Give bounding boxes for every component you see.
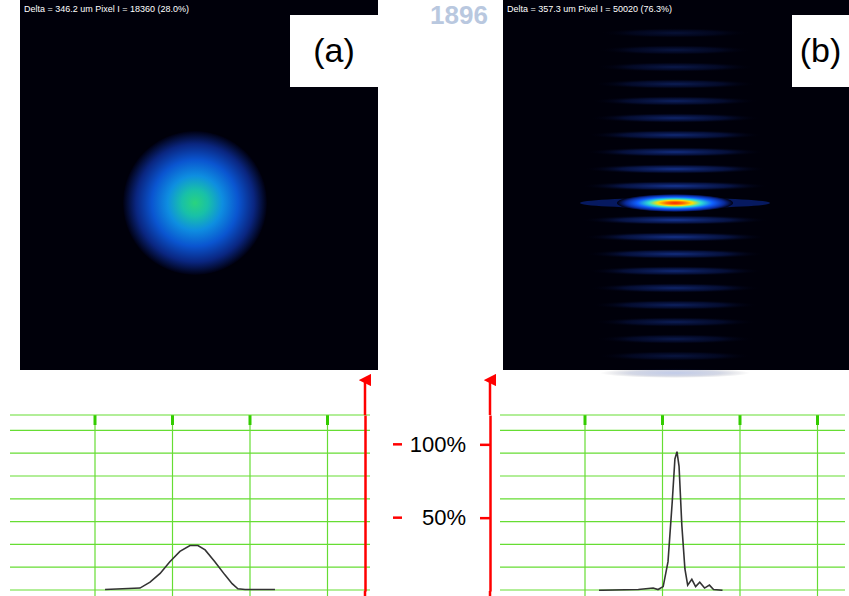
grid	[10, 415, 370, 596]
fringe	[592, 96, 758, 106]
y-tick-label: 100%	[410, 432, 466, 457]
grid-line	[739, 415, 740, 596]
grid-line	[249, 415, 250, 596]
grid-line	[500, 430, 845, 431]
grid	[500, 415, 845, 596]
axis-arrow	[489, 380, 492, 415]
watermark: 1896	[430, 0, 488, 30]
y-tick-mark	[393, 516, 402, 519]
camera-image	[503, 0, 849, 370]
grid-tick	[171, 415, 174, 425]
fringe	[582, 181, 768, 191]
plot-background	[500, 415, 845, 596]
plot-marks	[105, 546, 275, 590]
fringe	[586, 249, 764, 259]
grid-line	[10, 589, 370, 590]
grid-line	[500, 475, 845, 476]
fringe	[600, 368, 750, 378]
fringe	[594, 317, 756, 327]
grid-line	[10, 521, 370, 522]
grid-line	[500, 521, 845, 522]
label-box	[290, 15, 378, 87]
fringe	[588, 130, 762, 140]
y-tick-label: 50%	[422, 505, 466, 530]
fringe	[588, 266, 762, 276]
grid-tick	[326, 415, 329, 425]
y-tick-mark	[480, 444, 490, 447]
image-header: Delta = 357.3 um Pixel I = 50020 (76.3%)	[507, 4, 672, 14]
plot-background	[10, 415, 370, 596]
grid-line	[500, 589, 845, 590]
plot-marks	[599, 452, 723, 591]
profile-line	[599, 452, 723, 591]
y-axis-line	[364, 416, 367, 592]
grid-line	[500, 453, 845, 454]
figure: 1896 Delta = 346.2 um Pixel I = 18360 (28…	[0, 0, 849, 596]
grid-line	[10, 453, 370, 454]
fringe	[596, 334, 754, 344]
fringe	[592, 300, 758, 310]
axis-line-extension	[489, 591, 492, 596]
fringe	[598, 351, 752, 361]
panel-label: (a)	[313, 31, 355, 69]
image-header: Delta = 346.2 um Pixel I = 18360 (28.0%)	[24, 4, 189, 14]
fringe	[586, 147, 764, 157]
grid-line	[500, 567, 845, 568]
fringe	[596, 62, 754, 72]
panel: Delta = 357.3 um Pixel I = 50020 (76.3%)…	[500, 0, 849, 596]
grid-line	[500, 544, 845, 545]
grid-line	[584, 415, 585, 596]
label-box	[792, 15, 849, 87]
grid-line	[10, 414, 370, 415]
y-axis: 50% 100%	[410, 416, 491, 592]
fringe	[584, 232, 766, 242]
fringe	[584, 164, 766, 174]
grid-line	[10, 567, 370, 568]
grid-line	[662, 415, 663, 596]
fringe	[600, 28, 750, 38]
grid-tick	[249, 415, 252, 425]
fringe	[582, 215, 768, 225]
y-axis	[365, 416, 366, 592]
grid-tick	[661, 415, 664, 425]
y-tick: 100%	[410, 432, 490, 457]
grid-tick	[739, 415, 742, 425]
grid-line	[500, 414, 845, 415]
beam-spot	[617, 194, 733, 212]
panel-label: (b)	[800, 31, 842, 69]
grid-tick	[584, 415, 587, 425]
beam-spot	[123, 131, 267, 275]
panel: Delta = 346.2 um Pixel I = 18360 (28.0%)…	[10, 0, 378, 596]
y-axis-line	[489, 416, 492, 592]
grid-tick	[816, 415, 819, 425]
grid-line	[327, 415, 328, 596]
grid-tick	[94, 415, 97, 425]
grid-line	[10, 498, 370, 499]
y-tick: 50%	[422, 505, 490, 530]
camera-image	[20, 0, 378, 370]
y-tick-mark	[480, 517, 490, 520]
grid-line	[172, 415, 173, 596]
fringe	[590, 283, 760, 293]
fringe	[594, 79, 756, 89]
grid-line	[94, 415, 95, 596]
axis-line-extension	[364, 591, 367, 596]
fringe	[598, 45, 752, 55]
fringe	[590, 113, 760, 123]
y-tick-mark	[393, 443, 402, 446]
grid-line	[10, 430, 370, 431]
grid-line	[817, 415, 818, 596]
profile-line	[105, 546, 275, 590]
grid-line	[10, 475, 370, 476]
axis-arrow	[364, 380, 367, 415]
